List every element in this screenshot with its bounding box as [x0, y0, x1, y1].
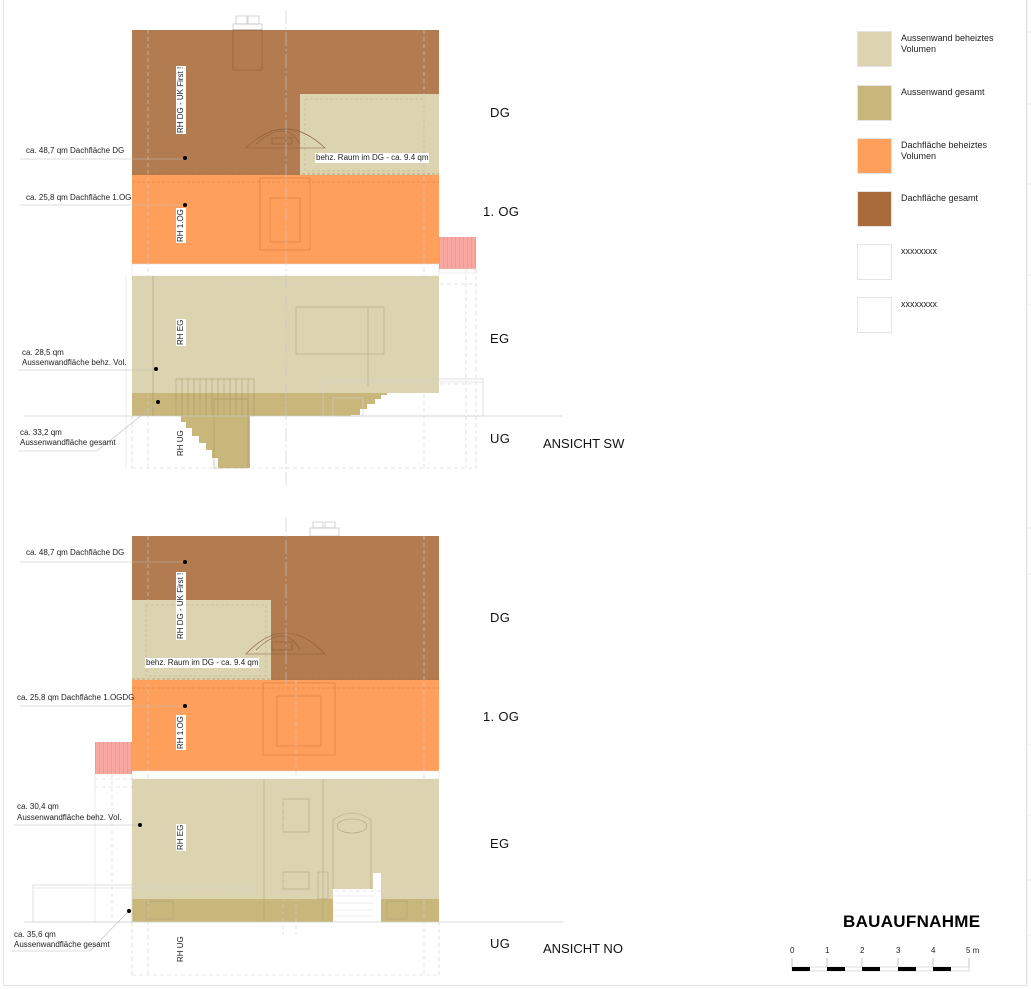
sw-floor-ug: UG: [490, 431, 511, 446]
legend-label: Aussenwand gesamt: [901, 87, 985, 97]
no-label-wall-heated-area: ca. 30,4 qm: [17, 802, 59, 811]
no-rh-ug: RH UG: [176, 935, 186, 963]
scale-tick-label: 1: [825, 946, 830, 955]
sw-rh-eg: RH EG: [176, 318, 186, 346]
legend-swatch: [857, 138, 892, 174]
legend-label: Dachfläche gesamt: [901, 193, 979, 203]
no-rh-dg: RH DG - UK First !: [176, 571, 186, 640]
sw-balcony: [439, 237, 476, 269]
legend-swatch: [857, 244, 892, 280]
scale-segment: [792, 967, 810, 971]
legend-item: Dachfläche gesamt: [857, 191, 1027, 231]
legend-label: xxxxxxxx: [901, 299, 937, 309]
legend-label: Aussenwand beheiztes: [901, 33, 994, 43]
scale-segment: [898, 967, 916, 971]
legend-label-line2: Volumen: [901, 151, 937, 161]
no-heated-room-dg: [132, 600, 271, 680]
sw-rh-ug: RH UG: [176, 429, 186, 457]
no-view-title: ANSICHT NO: [543, 941, 623, 956]
no-rh-eg: RH EG: [176, 823, 186, 851]
legend-swatch: [857, 31, 892, 67]
legend-label: Dachfläche beheiztes: [901, 140, 988, 150]
no-wall-ug: [132, 899, 439, 922]
sw-label-wall-total-desc: Aussenwandfläche gesamt: [20, 438, 116, 447]
sw-label-roof-og: ca. 25,8 qm Dachfläche 1.OG: [26, 193, 132, 202]
scale-segment: [933, 967, 951, 971]
legend-item: xxxxxxxx: [857, 244, 1027, 284]
scale-tick-label: 2: [860, 946, 865, 955]
sw-floor-dg: DG: [490, 105, 511, 120]
sw-label-wall-heated-area: ca. 28,5 qm: [22, 348, 64, 357]
sw-label-wall-total-area: ca. 33,2 qm: [20, 428, 62, 437]
no-label-heated-room: behz. Raum im DG - ca. 9.4 qm: [145, 658, 260, 668]
scale-tick-label: 4: [931, 946, 936, 955]
sw-wall-ug: [132, 393, 387, 416]
drawing-frame: [3, 0, 1027, 986]
no-rh-og: RH 1.OG: [176, 715, 186, 750]
scale-tick-label: 3: [896, 946, 901, 955]
sw-rh-og: RH 1.OG: [176, 208, 186, 243]
scale-tick-label: 5 m: [966, 946, 980, 955]
sw-floor-eg: EG: [490, 331, 510, 346]
sw-floor-og: 1. OG: [483, 204, 520, 219]
sw-label-wall-heated-desc: Aussenwandfläche behz. Vol.: [22, 358, 127, 367]
legend-label: xxxxxxxx: [901, 246, 937, 256]
legend-label-line2: Volumen: [901, 44, 937, 54]
legend-item: Aussenwand beheiztes Volumen: [857, 31, 1027, 71]
sw-view-title: ANSICHT SW: [543, 436, 625, 451]
no-floor-ug: UG: [490, 936, 511, 951]
sw-label-roof-dg: ca. 48,7 qm Dachfläche DG: [26, 146, 125, 155]
scale-bar: [791, 958, 970, 972]
right-margin-ruler: [1026, 0, 1031, 986]
sw-rh-dg: RH DG - UK First !: [176, 65, 186, 134]
no-label-roof-og: ca. 25,8 qm Dachfläche 1.OGDG: [17, 693, 135, 702]
scale-segment: [862, 967, 880, 971]
no-label-wall-total-area: ca. 35,6 qm: [14, 930, 56, 939]
legend-swatch: [857, 297, 892, 333]
scale-segment: [827, 967, 845, 971]
drawing-title: BAUAUFNAHME: [843, 912, 981, 931]
no-balcony: [95, 742, 132, 774]
view-no-geometry: [12, 518, 563, 976]
no-label-roof-dg: ca. 48,7 qm Dachfläche DG: [26, 548, 125, 557]
no-floor-eg: EG: [490, 836, 510, 851]
legend-item: Aussenwand gesamt: [857, 85, 1027, 125]
legend-swatch: [857, 85, 892, 121]
no-floor-dg: DG: [490, 610, 511, 625]
legend-item: xxxxxxxx: [857, 297, 1027, 337]
legend-item: Dachfläche beheiztes Volumen: [857, 138, 1027, 178]
scale-tick-label: 0: [790, 946, 795, 955]
no-floor-og: 1. OG: [483, 709, 520, 724]
view-sw-geometry: [18, 10, 562, 485]
no-label-wall-total-desc: Aussenwandfläche gesamt: [14, 940, 110, 949]
sw-label-heated-room: behz. Raum im DG - ca. 9.4 qm: [315, 153, 430, 163]
no-label-wall-heated-desc: Aussenwandfläche behz. Vol.: [17, 813, 122, 822]
legend-swatch: [857, 191, 892, 227]
